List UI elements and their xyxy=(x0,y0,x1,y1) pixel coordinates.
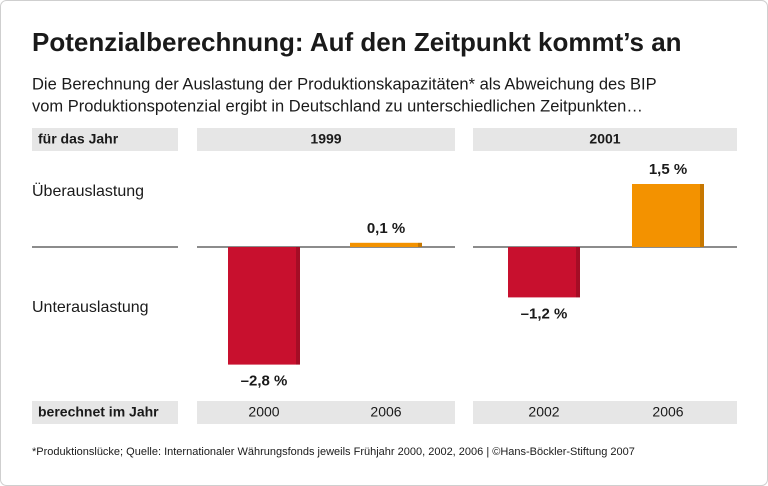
row-label: für das Jahr xyxy=(38,131,119,147)
subtitle: Die Berechnung der Auslastung der Produk… xyxy=(32,75,657,93)
subtitle: vom Produktionspotenzial ergibt in Deuts… xyxy=(32,97,643,115)
bar xyxy=(508,247,580,298)
x-tick-label: 2006 xyxy=(370,404,401,420)
value-label: 0,1 % xyxy=(367,220,405,237)
zone-label: Unterauslastung xyxy=(32,299,149,316)
bar-shade xyxy=(418,242,422,247)
footer-cell xyxy=(32,401,178,424)
x-tick-label: 2002 xyxy=(528,404,559,420)
header-cell xyxy=(473,128,737,151)
header-cell xyxy=(32,128,178,151)
header-cell xyxy=(197,128,455,151)
bar xyxy=(228,247,300,365)
value-label: –1,2 % xyxy=(521,305,568,322)
x-tick-label: 2006 xyxy=(652,404,683,420)
footer-cell xyxy=(197,401,455,424)
footer-cell xyxy=(473,401,737,424)
x-tick-label: 2000 xyxy=(248,404,279,420)
bar xyxy=(632,184,704,247)
row-label: berechnet im Jahr xyxy=(38,404,159,420)
value-label: –2,8 % xyxy=(241,373,288,390)
bar-shade xyxy=(700,184,704,247)
bar xyxy=(350,242,422,247)
title: Potenzialberechnung: Auf den Zeitpunkt k… xyxy=(32,27,682,57)
footnote: *Produktionslücke; Quelle: International… xyxy=(32,446,635,458)
zone-label: Überauslastung xyxy=(32,182,144,200)
panel-title: 1999 xyxy=(310,131,341,147)
bar-shade xyxy=(296,247,300,365)
panel-title: 2001 xyxy=(589,131,620,147)
bar-shade xyxy=(576,247,580,298)
value-label: 1,5 % xyxy=(649,161,687,178)
